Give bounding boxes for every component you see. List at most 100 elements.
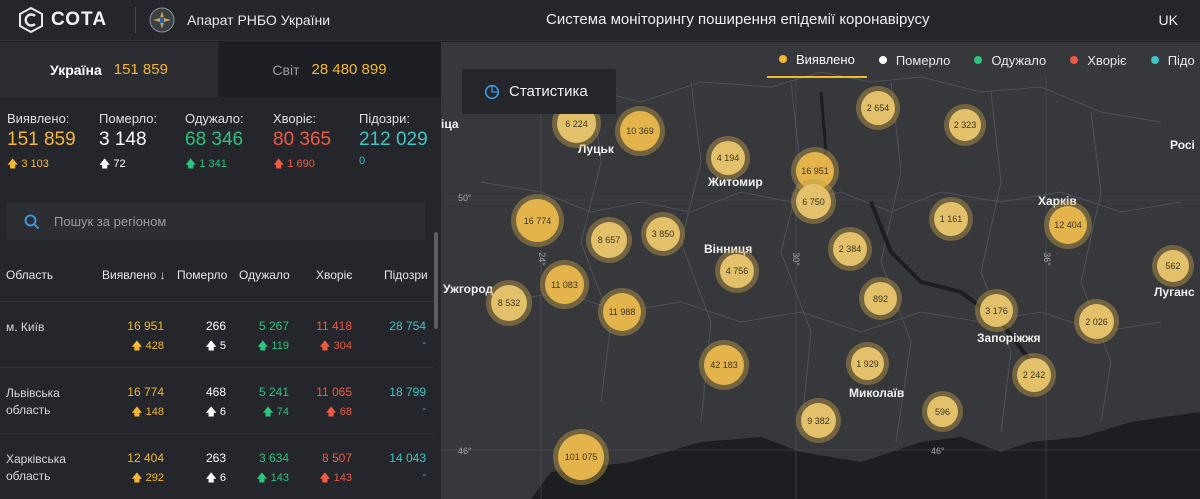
lon-label: 36° [1041, 252, 1052, 266]
legend-sick[interactable]: Хворіє [1058, 42, 1138, 78]
map-bubble[interactable]: 12 404 [1049, 206, 1087, 244]
sidebar: Україна 151 859 Світ 28 480 899 Виявлено… [0, 42, 441, 499]
table-row[interactable]: м. Київ 16 951 🡅 428 266 🡅 5 5 267 🡅 119… [0, 301, 433, 367]
map-bubble[interactable]: 10 369 [620, 111, 660, 151]
cell-sick: 11 065 [316, 385, 352, 399]
stat-delta-value: 72 [113, 158, 126, 170]
cell-suspected: 28 754 [389, 319, 426, 333]
tab-world-value: 28 480 899 [311, 61, 387, 78]
col-region[interactable]: Область [6, 268, 54, 282]
region-name: Львівська область [6, 386, 60, 417]
sota-logo-icon [19, 7, 43, 33]
map-bubble[interactable]: 1 929 [851, 347, 884, 380]
language-switcher[interactable]: UK [1158, 12, 1178, 28]
header-divider [135, 7, 137, 33]
cell-suspected: 14 043 [389, 451, 426, 465]
legend-deaths[interactable]: Померло [867, 42, 963, 78]
map-bubble[interactable]: 11 083 [545, 265, 584, 304]
map-bubble[interactable]: 16 774 [516, 199, 559, 242]
map-bubble[interactable]: 2 384 [833, 232, 867, 266]
city-label: Запоріжжя [977, 331, 1041, 345]
map-bubble[interactable]: 6 750 [796, 184, 831, 219]
sota-logo[interactable]: СОТА [18, 7, 107, 33]
tab-ukraine[interactable]: Україна 151 859 [0, 42, 218, 97]
sort-down-icon: ↓ [159, 268, 166, 282]
cell-suspected: 18 799 [389, 385, 426, 399]
col-recovered[interactable]: Одужало [239, 268, 290, 282]
delta-value: 119 [271, 340, 289, 352]
col-suspected[interactable]: Підозри [384, 268, 428, 282]
stat-value: 3 148 [99, 129, 147, 150]
map-bubble[interactable]: 892 [864, 282, 897, 315]
city-label: Миколаїв [849, 386, 905, 400]
search-icon [24, 214, 40, 229]
map-bubble[interactable]: 3 176 [980, 294, 1013, 327]
yellow-dot-icon [779, 55, 787, 63]
map-bubble[interactable]: 11 988 [603, 293, 641, 331]
map-bubble[interactable]: 596 [927, 396, 958, 427]
search-input[interactable] [54, 214, 394, 229]
city-label: Вінниця [704, 242, 753, 256]
map-bubble[interactable]: 42 183 [704, 345, 744, 385]
map-bubble[interactable]: 4 756 [720, 254, 754, 288]
statistics-button[interactable]: Статистика [462, 69, 616, 114]
stat-value: 212 029 [359, 129, 428, 150]
map-bubble[interactable]: 2 323 [949, 109, 981, 141]
tab-world[interactable]: Світ 28 480 899 [218, 42, 441, 97]
table-scrollbar[interactable] [434, 232, 438, 329]
stat-delta: 🡅 72 [99, 158, 126, 170]
lon-label: 30° [790, 252, 801, 266]
col-sick[interactable]: Хворіє [316, 268, 353, 282]
stat-label: Померло: [99, 111, 158, 126]
map-bubble[interactable]: 101 075 [558, 434, 604, 480]
lat-label: 50° [458, 193, 472, 203]
delta-value: 292 [145, 472, 164, 484]
legend-suspected[interactable]: Підо [1139, 42, 1200, 78]
app-title: Система моніторингу поширення епідемії к… [546, 11, 930, 28]
cell-deaths: 468 [205, 385, 226, 399]
map-bubble[interactable]: 4 194 [711, 141, 745, 175]
rnbo-link[interactable]: Апарат РНБО України [148, 6, 330, 34]
table-row[interactable]: Львівська область 16 774 🡅 148 468 🡅 6 5… [0, 367, 433, 433]
city-label: іца [441, 117, 459, 131]
map-bubble[interactable]: 9 382 [801, 403, 836, 438]
cell-suspected-delta: - [422, 337, 426, 349]
stat-recovered: Одужало: 68 346 🡅 1 341 [185, 111, 244, 174]
cell-confirmed: 16 951 [127, 319, 164, 333]
cell-deaths-delta: 🡅 5 [205, 340, 227, 352]
map-bubble[interactable]: 3 850 [646, 217, 680, 251]
col-confirmed[interactable]: Виявлено ↓ [102, 268, 166, 282]
cell-suspected-delta: - [422, 469, 426, 481]
map-bubble[interactable]: 8 657 [591, 222, 627, 258]
delta-value: 74 [276, 406, 289, 418]
map-bubble[interactable]: 562 [1157, 250, 1189, 282]
col-confirmed-label: Виявлено [102, 268, 157, 282]
map-bubble[interactable]: 2 654 [861, 91, 895, 125]
legend-confirmed[interactable]: Виявлено [767, 42, 867, 78]
red-dot-icon [1070, 56, 1079, 64]
city-label: Харків [1038, 194, 1077, 208]
legend-label: Хворіє [1087, 52, 1127, 68]
org-name: Апарат РНБО України [187, 12, 331, 28]
map-bubble[interactable]: 8 532 [491, 285, 527, 321]
stat-deaths: Померло: 3 148 🡅 72 [99, 111, 157, 174]
stat-value: 68 346 [185, 129, 244, 150]
tab-world-label: Світ [272, 61, 300, 78]
table-row[interactable]: Харківська область 12 404 🡅 292 263 🡅 6 … [0, 433, 433, 499]
stat-value: 151 859 [7, 129, 76, 150]
cell-sick-delta: 🡅 143 [319, 472, 352, 484]
map-panel[interactable]: 50° 24° 30° 36° 46° 46° іца Луцьк Житоми… [441, 42, 1200, 499]
col-deaths[interactable]: Померло [177, 268, 228, 282]
stat-label: Виявлено: [7, 111, 70, 126]
cell-deaths-delta: 🡅 6 [205, 406, 227, 418]
map-bubble[interactable]: 2 242 [1017, 358, 1051, 392]
legend-recovered[interactable]: Одужало [962, 42, 1058, 78]
delta-value: 6 [219, 472, 226, 484]
lon-label: 24° [536, 252, 547, 266]
region-name: Харківська область [6, 452, 66, 483]
map-bubble[interactable]: 16 951 [796, 152, 834, 190]
statistics-button-label: Статистика [509, 83, 588, 100]
map-bubble[interactable]: 1 161 [934, 202, 968, 236]
map-bubble[interactable]: 2 026 [1079, 304, 1114, 339]
cell-sick: 8 507 [321, 451, 352, 465]
